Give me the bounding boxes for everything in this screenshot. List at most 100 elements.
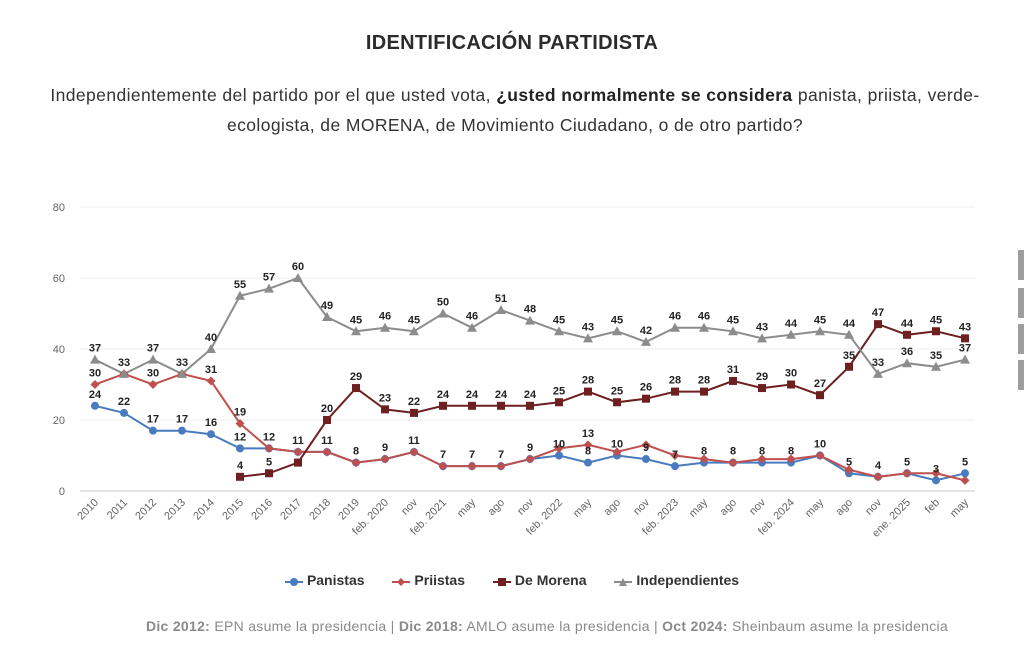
data-label: 40 [205,332,217,344]
data-label: 33 [118,357,130,369]
data-label: 36 [901,346,913,358]
data-point [700,387,708,396]
footnote-text-3: Sheinbaum asume la presidencia [727,618,949,634]
data-point [467,461,477,471]
data-label: 45 [930,314,942,326]
data-point [845,362,853,371]
data-point [873,368,883,378]
survey-question: Independientemente del partido por el qu… [20,80,1010,140]
chart-title: IDENTIFICACIÓN PARTIDISTA [365,32,659,54]
data-point [699,454,709,464]
data-point [671,462,679,471]
side-scroll-tab-3[interactable] [1018,324,1024,354]
legend-label-panistas: Panistas [306,572,365,589]
data-point [410,408,418,417]
x-tick-label: ago [486,497,507,518]
data-point [873,472,883,482]
data-point [322,447,332,457]
legend-item-panistas[interactable]: Panistas [284,572,365,589]
data-point [236,444,244,453]
data-point [583,333,593,343]
data-point [554,326,564,336]
x-tick-label: nov [747,496,768,517]
data-point [236,472,244,481]
data-point [525,454,535,464]
data-point [496,304,506,314]
x-tick-label: 2013 [162,497,188,523]
data-point [960,475,970,485]
chart-legend: Panistas Priistas De Morena Independient… [0,571,1024,588]
data-point [496,461,506,471]
data-label: 57 [263,272,275,284]
data-label: 35 [930,350,942,362]
data-label: 45 [553,314,565,326]
data-label: 7 [672,449,678,461]
x-tick-label: ago [718,497,739,518]
legend-item-morena[interactable]: De Morena [492,572,586,588]
data-label: 8 [701,446,707,458]
data-point [931,468,941,478]
data-point [961,334,969,343]
data-label: 7 [498,449,504,461]
data-point [293,273,303,282]
data-point [90,380,100,389]
data-label: 47 [872,307,884,319]
y-tick-label: 80 [53,202,65,214]
data-label: 17 [147,414,159,426]
data-point [381,405,389,414]
data-point [757,454,767,464]
data-point [206,376,216,386]
data-label: 24 [466,389,479,401]
data-label: 28 [582,375,594,387]
data-label: 8 [759,446,765,458]
data-point [352,384,360,393]
data-point [612,447,622,457]
legend-item-priistas[interactable]: Priistas [392,572,465,588]
data-label: 5 [846,456,852,468]
data-point [671,387,679,396]
footnote-date-3: Oct 2024: [662,618,728,634]
footnote-text-1: EPN asume la presidencia | [210,618,399,634]
data-point [293,447,303,457]
data-point [902,468,912,478]
data-point [642,394,650,403]
legend-item-independientes[interactable]: Independientes [614,572,739,588]
question-text-end: panista, priista, verde-ecologista, de M… [226,85,980,135]
data-point [961,469,969,478]
data-point [554,443,564,453]
data-label: 5 [904,456,910,468]
legend-marker-morena [492,577,511,586]
data-label: 20 [321,403,333,415]
data-point [613,398,621,407]
data-point [641,336,651,346]
footnote-text-2: AMLO asume la presidencia | [463,618,663,634]
x-tick-label: 2011 [105,497,130,522]
side-scroll-tab-4[interactable] [1018,360,1024,390]
data-label: 48 [524,304,536,316]
data-label: 7 [469,449,475,461]
data-label: 44 [785,318,798,330]
data-point [670,322,680,332]
data-point [728,326,738,336]
data-point [699,322,709,332]
data-label: 60 [292,261,304,273]
data-point [322,312,332,322]
data-point [149,426,157,435]
data-label: 28 [669,375,681,387]
side-scroll-tab-1[interactable] [1018,250,1024,280]
y-tick-label: 60 [53,273,65,285]
data-label: 13 [582,428,594,440]
data-point [264,443,274,453]
data-point [902,358,912,368]
data-label: 26 [640,382,652,394]
data-point [555,398,563,407]
side-scroll-tab-2[interactable] [1018,288,1024,318]
data-point [207,430,215,439]
data-point [584,458,592,467]
data-point [119,368,129,378]
legend-marker-independientes [614,577,633,586]
data-label: 9 [527,442,533,454]
data-label: 8 [585,446,591,458]
data-label: 5 [962,456,968,468]
data-point [497,401,505,410]
